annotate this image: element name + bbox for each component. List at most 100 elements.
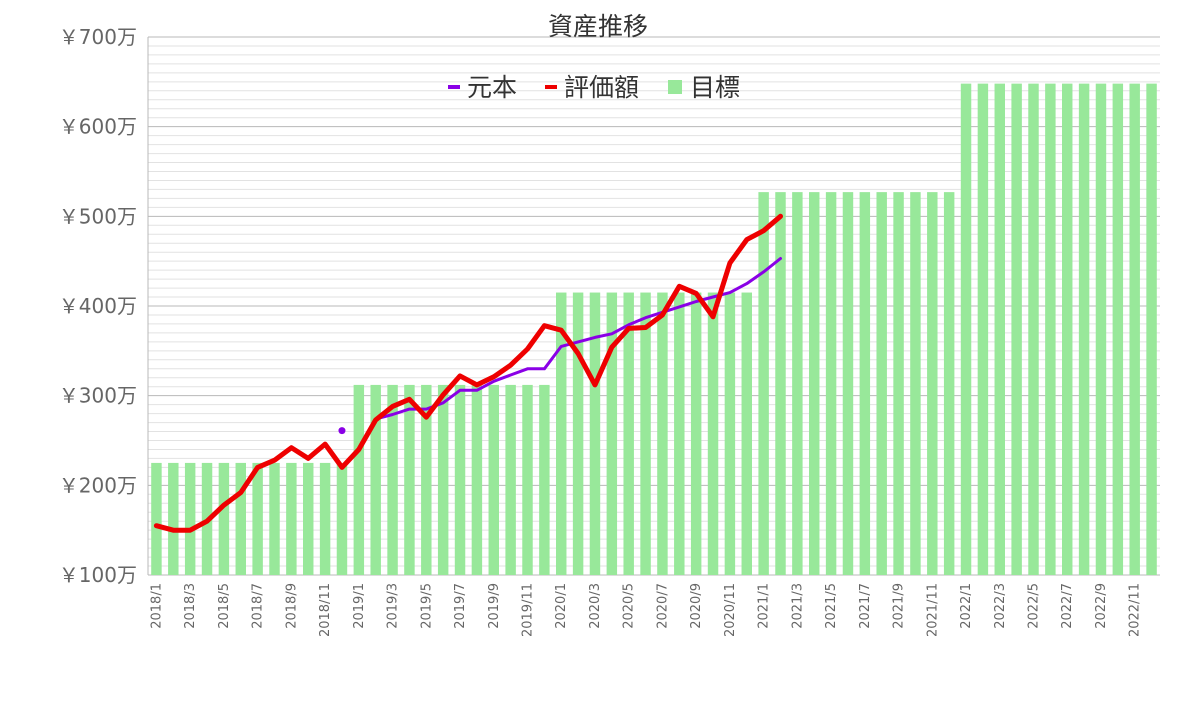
x-axis: 2018/1 2018/3 2018/5 2018/7 2018/9 2018/11 201… (149, 583, 1142, 637)
bar-target-2021/6 (842, 192, 854, 575)
x-tick-label: 2021/7 (858, 583, 873, 629)
x-tick-label: 2018/11 (318, 583, 333, 637)
line-point-principal (338, 427, 346, 435)
bar-target-2022/10 (1112, 83, 1124, 576)
bar-target-2020/7 (657, 292, 668, 575)
bar-target-2021/12 (943, 192, 955, 575)
x-tick-label: 2021/1 (757, 583, 772, 629)
bar-target-2020/1 (556, 292, 567, 575)
grid-lines (147, 36, 1160, 576)
y-tick-label: ￥200万 (59, 473, 137, 497)
bar-target-2019/1 (353, 384, 365, 575)
legend-label-valuation: 評価額 (564, 73, 639, 102)
bar-target-2019/5 (421, 384, 432, 575)
line-series (153, 213, 783, 533)
bar-target-2020/9 (690, 292, 702, 575)
bar-target-2018/3 (184, 462, 196, 575)
bar-target-2020/5 (623, 292, 634, 575)
x-tick-label: 2019/5 (419, 583, 434, 629)
x-tick-label: 2018/5 (217, 583, 232, 629)
x-tick-label: 2019/1 (352, 583, 367, 629)
x-tick-label: 2021/3 (790, 583, 805, 629)
bar-target-2022/1 (960, 83, 972, 576)
legend-label-principal: 元本 (467, 73, 517, 102)
bar-target-2018/5 (218, 462, 230, 575)
x-tick-label: 2020/7 (655, 583, 670, 629)
x-tick-label: 2022/11 (1128, 583, 1143, 637)
bar-target-2019/12 (539, 384, 550, 575)
x-tick-label: 2018/7 (251, 583, 266, 629)
bar-target-2022/9 (1095, 83, 1107, 576)
x-tick-label: 2019/7 (453, 583, 468, 629)
x-tick-label: 2022/7 (1060, 583, 1075, 629)
bar-target-2018/7 (252, 462, 263, 575)
bar-target-2022/4 (1011, 83, 1022, 576)
x-tick-label: 2021/5 (824, 583, 839, 629)
bar-series-target (151, 83, 1157, 576)
bar-target-2018/11 (319, 462, 331, 575)
x-tick-label: 2020/11 (723, 583, 738, 637)
y-tick-label: ￥600万 (59, 115, 137, 139)
bar-target-2018/6 (235, 462, 246, 575)
x-tick-label: 2018/3 (183, 583, 198, 629)
bar-target-2021/1 (758, 192, 769, 575)
bar-target-2018/10 (303, 462, 314, 575)
bar-target-2020/10 (707, 292, 719, 575)
bar-target-2022/2 (977, 83, 989, 576)
x-tick-label: 2022/5 (1027, 583, 1042, 629)
bar-target-2020/2 (572, 292, 584, 575)
y-tick-label: ￥500万 (59, 204, 137, 228)
bar-target-2022/6 (1045, 83, 1056, 576)
y-tick-label: ￥700万 (59, 25, 137, 49)
x-tick-label: 2019/11 (521, 583, 536, 637)
x-tick-label: 2019/9 (487, 583, 502, 629)
bar-target-2020/4 (606, 292, 618, 575)
line-valuation-segment-0 (153, 213, 783, 533)
line-principal-segment-1 (374, 257, 782, 421)
legend-swatch-target (668, 80, 682, 94)
bar-target-2020/12 (741, 292, 752, 575)
bar-target-2019/11 (522, 384, 533, 575)
x-tick-label: 2022/1 (959, 583, 974, 629)
y-tick-label: ￥400万 (59, 294, 137, 318)
bar-target-2021/5 (825, 192, 837, 575)
x-tick-label: 2018/1 (149, 583, 164, 629)
x-tick-label: 2020/3 (588, 583, 603, 629)
bar-target-2021/3 (792, 192, 803, 575)
bar-target-2019/10 (505, 384, 516, 575)
x-tick-label: 2020/5 (622, 583, 637, 629)
bar-target-2022/5 (1028, 83, 1039, 576)
bar-target-2020/11 (724, 292, 736, 575)
bar-target-2018/1 (151, 462, 162, 575)
bar-target-2018/2 (168, 462, 179, 575)
bar-target-2021/11 (927, 192, 938, 575)
bar-target-2021/7 (859, 192, 871, 575)
bar-target-2022/12 (1146, 83, 1157, 576)
x-tick-label: 2020/1 (554, 583, 569, 629)
x-tick-label: 2022/9 (1094, 583, 1109, 629)
bar-target-2022/3 (994, 83, 1005, 576)
bar-target-2018/9 (286, 462, 297, 575)
bar-target-2021/2 (775, 192, 786, 575)
bar-target-2022/11 (1129, 83, 1140, 576)
bar-target-2020/3 (589, 292, 601, 575)
bar-target-2018/8 (269, 462, 280, 575)
y-axis: ￥100万 ￥200万 ￥300万 ￥400万 ￥500万 ￥600万 ￥700万 (59, 25, 137, 587)
y-tick-label: ￥100万 (59, 563, 137, 587)
bar-target-2018/12 (336, 462, 348, 575)
bar-target-2021/8 (876, 192, 887, 575)
bar-target-2021/10 (910, 192, 921, 575)
bar-target-2019/7 (454, 384, 466, 575)
x-tick-label: 2022/3 (993, 583, 1008, 629)
bar-target-2019/6 (437, 384, 449, 575)
x-tick-label: 2021/11 (925, 583, 940, 637)
x-tick-label: 2021/9 (892, 583, 907, 629)
bar-target-2019/9 (488, 384, 499, 575)
bar-target-2022/8 (1078, 83, 1090, 576)
legend-label-target: 目標 (690, 73, 740, 102)
bar-target-2019/4 (404, 384, 415, 575)
x-tick-label: 2018/9 (284, 583, 299, 629)
bar-target-2021/9 (893, 192, 904, 575)
bar-target-2020/6 (640, 292, 651, 575)
